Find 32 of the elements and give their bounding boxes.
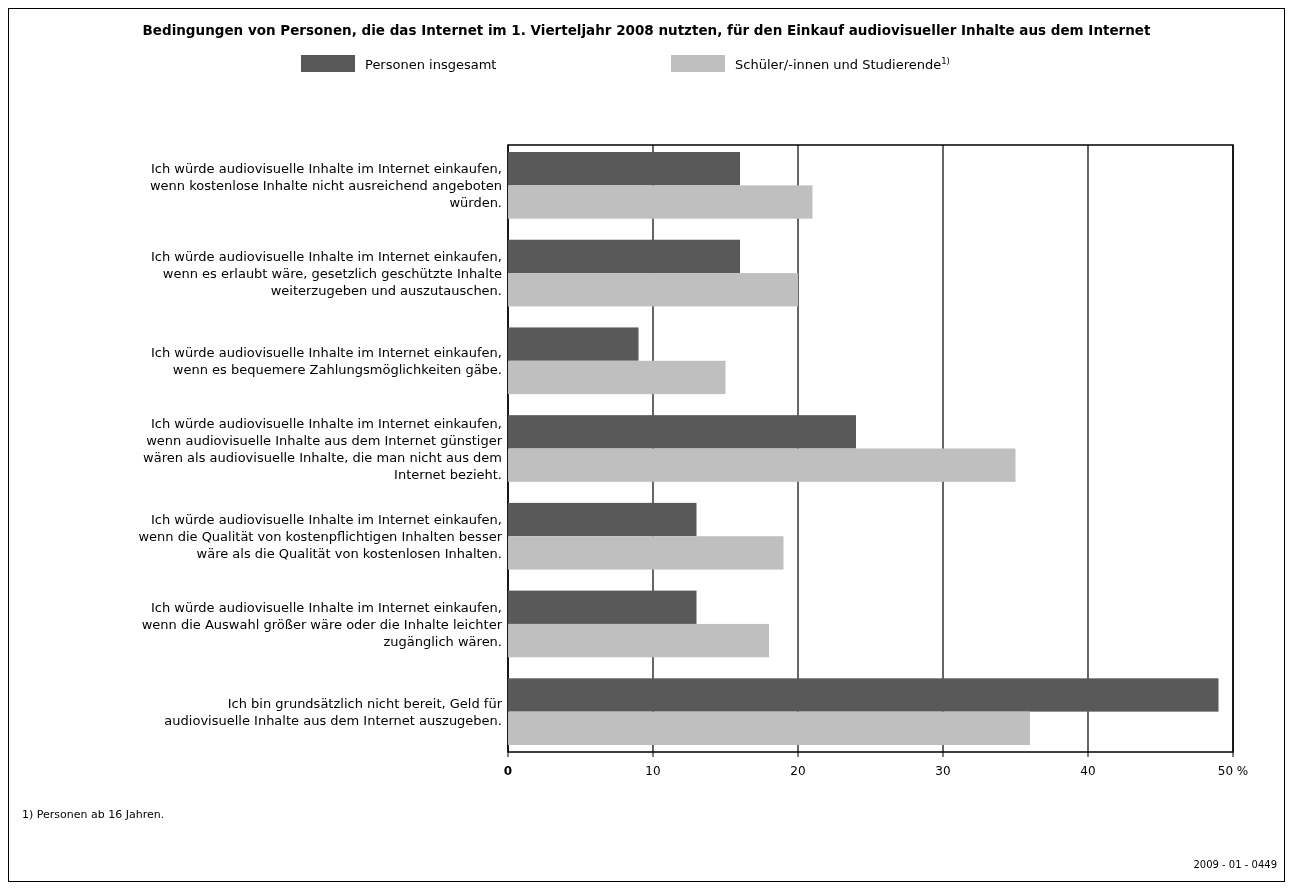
bar — [508, 678, 1219, 712]
x-tick-label: 20 — [790, 764, 806, 778]
y-tick-label: Ich würde audiovisuelle Inhalte im Internet einkaufen, wenn die Qualität von kostenpflichtigen Inhalten besser wäre als die Qualität von kostenlosen Inhalten. — [138, 512, 503, 562]
y-tick-label: Ich würde audiovisuelle Inhalte im Internet einkaufen, wenn es erlaubt wäre, gesetzlich geschützte Inhalte weiterzugeben und auszutauschen. — [151, 249, 502, 299]
legend-label: Personen insgesamt — [365, 57, 497, 72]
bar — [508, 152, 740, 186]
x-tick-label: 50 % — [1217, 764, 1249, 778]
y-tick-label: Ich bin grundsätzlich nicht bereit, Geld für audiovisuelle Inhalte aus dem Internet auszugeben. — [164, 696, 503, 729]
x-tick-label: 40 — [1080, 764, 1096, 778]
x-tick-label: 10 — [645, 764, 661, 778]
chart-title: Bedingungen von Personen, die das Internet im 1. Vierteljahr 2008 nutzten, für den Einkauf audiovisueller Inhalte aus dem Internet — [142, 22, 1152, 38]
bar — [508, 711, 1030, 745]
bar — [508, 360, 726, 395]
bar — [508, 536, 784, 570]
bar — [508, 448, 1016, 482]
bar — [508, 185, 813, 219]
text: 1) Personen ab 16 Jahren. — [22, 808, 165, 821]
bar — [508, 502, 697, 537]
y-tick-label: Ich würde audiovisuelle Inhalte im Internet einkaufen, wenn audiovisuelle Inhalte aus dem Internet günstiger wären als audiovisuelle Inhalte, die man nicht aus dem Internet bezieht. — [143, 416, 503, 482]
bar — [508, 327, 639, 361]
y-tick-label: Ich würde audiovisuelle Inhalte im Internet einkaufen, wenn kostenlose Inhalte nicht ausreichend angeboten würden. — [149, 161, 502, 211]
text: 2009 - 01 - 0449 — [1193, 859, 1277, 870]
x-tick-label: 30 — [935, 764, 951, 778]
bar — [508, 590, 697, 624]
bar — [508, 623, 769, 658]
bar — [508, 415, 856, 449]
bar — [508, 273, 798, 307]
legend-label: Schüler/-innen und Studierende$^{1)}$ — [735, 56, 950, 72]
x-tick-label: 0 — [503, 764, 513, 778]
y-tick-label: Ich würde audiovisuelle Inhalte im Internet einkaufen, wenn die Auswahl größer wäre oder die Inhalte leichter zugänglich wären. — [141, 599, 503, 649]
y-tick-label: Ich würde audiovisuelle Inhalte im Internet einkaufen, wenn es bequemere Zahlungsmöglichkeiten gäbe. — [151, 345, 502, 378]
bar — [508, 239, 740, 274]
